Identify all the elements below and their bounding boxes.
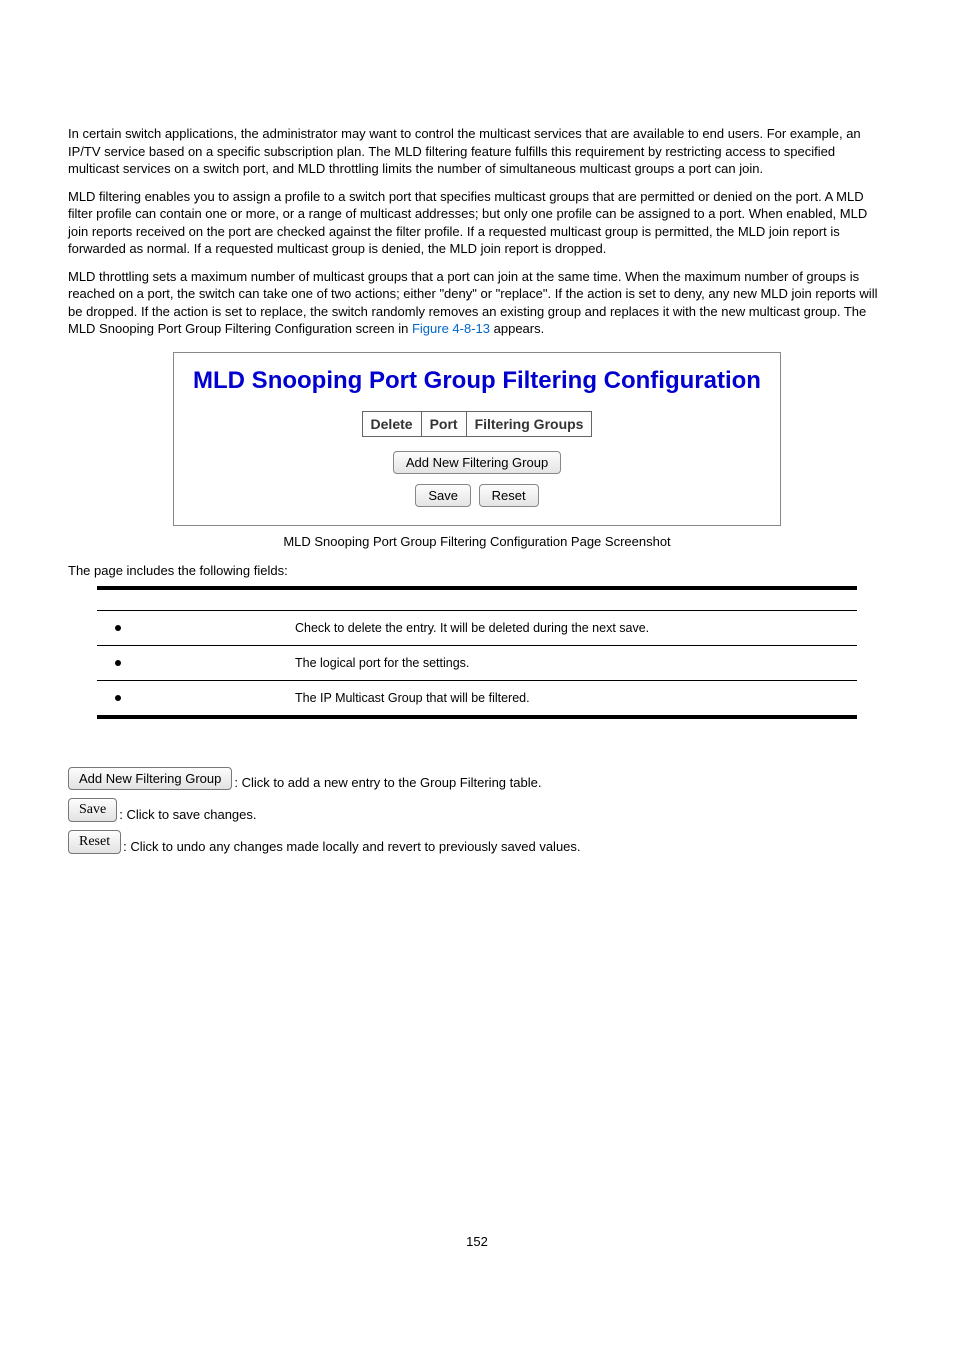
col-delete: Delete: [362, 412, 421, 437]
desc-save-button[interactable]: Save: [68, 798, 117, 822]
intro-para-3: MLD throttling sets a maximum number of …: [68, 268, 886, 338]
save-reset-row: Save Reset: [186, 484, 768, 507]
config-screenshot: MLD Snooping Port Group Filtering Config…: [173, 352, 781, 526]
desc-reset-button[interactable]: Reset: [68, 830, 121, 854]
button-descriptions: Add New Filtering Group : Click to add a…: [68, 767, 886, 854]
fields-table: Check to delete the entry. It will be de…: [97, 586, 857, 719]
col-filtering-groups: Filtering Groups: [466, 412, 592, 437]
col-port: Port: [421, 412, 466, 437]
page-content: In certain switch applications, the admi…: [0, 0, 954, 1289]
desc-add-text: : Click to add a new entry to the Group …: [234, 775, 541, 790]
field-desc-groups: The IP Multicast Group that will be filt…: [287, 681, 857, 718]
bullet-icon: [115, 660, 121, 666]
add-new-filtering-group-button[interactable]: Add New Filtering Group: [393, 451, 561, 474]
bullet-icon: [115, 695, 121, 701]
fields-header-row: [97, 588, 857, 611]
field-row-delete: Check to delete the entry. It will be de…: [97, 611, 857, 646]
field-desc-delete: Check to delete the entry. It will be de…: [287, 611, 857, 646]
desc-save-text: : Click to save changes.: [119, 807, 256, 822]
desc-add-button[interactable]: Add New Filtering Group: [68, 767, 232, 790]
screenshot-title: MLD Snooping Port Group Filtering Config…: [186, 367, 768, 395]
fields-intro: The page includes the following fields:: [68, 563, 886, 578]
desc-row-add: Add New Filtering Group : Click to add a…: [68, 767, 886, 790]
save-button[interactable]: Save: [415, 484, 471, 507]
page-number: 152: [68, 1234, 886, 1249]
config-header-table: Delete Port Filtering Groups: [362, 411, 593, 437]
reset-button[interactable]: Reset: [479, 484, 539, 507]
intro-para-2: MLD filtering enables you to assign a pr…: [68, 188, 886, 258]
bullet-icon: [115, 625, 121, 631]
desc-reset-text: : Click to undo any changes made locally…: [123, 839, 580, 854]
field-desc-port: The logical port for the settings.: [287, 646, 857, 681]
add-button-row: Add New Filtering Group: [186, 451, 768, 474]
field-row-groups: The IP Multicast Group that will be filt…: [97, 681, 857, 718]
intro-para-1: In certain switch applications, the admi…: [68, 125, 886, 178]
screenshot-caption: MLD Snooping Port Group Filtering Config…: [68, 534, 886, 549]
field-row-port: The logical port for the settings.: [97, 646, 857, 681]
desc-row-save: Save : Click to save changes.: [68, 798, 886, 822]
desc-row-reset: Reset : Click to undo any changes made l…: [68, 830, 886, 854]
figure-link[interactable]: Figure 4-8-13: [412, 321, 490, 336]
para3-text-b: appears.: [490, 321, 544, 336]
